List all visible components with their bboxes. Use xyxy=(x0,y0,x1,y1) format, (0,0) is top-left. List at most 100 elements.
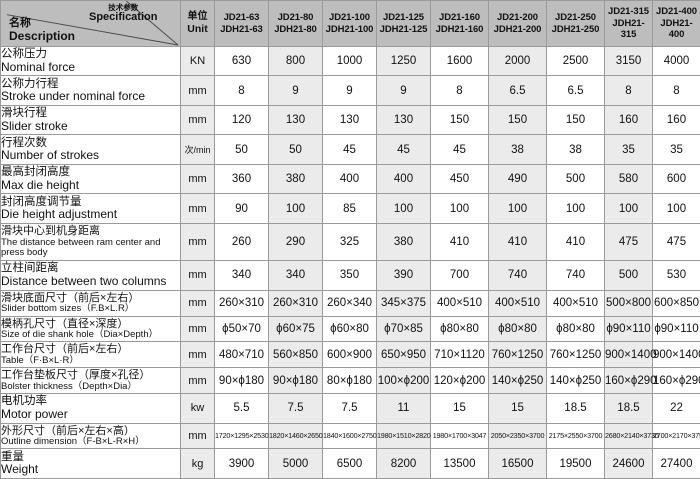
row-name-en: Size of die shank hole（Dia×Depth） xyxy=(1,328,159,340)
header-description-label: 名称 Description xyxy=(9,17,76,44)
row-name-en: Weight xyxy=(1,462,39,477)
row-name-cell: 行程次数 Number of strokes xyxy=(0,134,181,165)
row-value-cell: 50 xyxy=(214,134,269,165)
row-name-cell: 外形尺寸（前后×左右×高） Outline dimension（F-B×L-R×H… xyxy=(0,422,181,450)
row-value-cell: 480×710 xyxy=(214,341,269,369)
row-value-cell: 600×900 xyxy=(322,341,377,369)
row-value-cell: 3900 xyxy=(214,448,269,479)
row-value-cell: 380 xyxy=(268,163,323,195)
row-value-cell: 325 xyxy=(322,222,377,262)
row-unit-cell: mm xyxy=(180,104,215,136)
row-value-cell: ϕ80×80 xyxy=(488,315,547,343)
row-value-cell: 360 xyxy=(214,163,269,195)
row-name-cn: 模柄孔尺寸（直径×深度） xyxy=(1,317,129,330)
row-value-cell: 390 xyxy=(376,260,431,291)
row-value-cell: 5000 xyxy=(268,448,323,479)
row-unit-cell: 次/min xyxy=(180,134,215,165)
row-value-cell: 260 xyxy=(214,222,269,262)
row-value-cell: 150 xyxy=(546,104,605,136)
row-unit-cell: mm xyxy=(180,315,215,343)
table-row: 公称力行程 Stroke under nominal force mm 8 9 9 9 8 6.… xyxy=(0,75,700,106)
row-name-en: Max die height xyxy=(1,177,80,192)
row-value-cell: 45 xyxy=(322,134,377,165)
row-name-cell: 公称压力 Nominal force xyxy=(0,45,181,77)
header-model-6: JD21-250 JDH21-250 xyxy=(546,0,605,47)
row-value-cell: 160 xyxy=(652,104,700,136)
header-model-0: JD21-63 JDH21-63 xyxy=(214,0,269,47)
row-value-cell: 100 xyxy=(268,193,323,224)
row-name-cn: 公称力行程 xyxy=(1,77,59,90)
row-value-cell: 6500 xyxy=(322,448,377,479)
row-value-cell: 500 xyxy=(546,163,605,195)
row-value-cell: 2175×2550×3700 xyxy=(546,422,605,450)
row-value-cell: 650×950 xyxy=(376,341,431,369)
row-value-cell: 1980×1510×2820 xyxy=(376,422,431,450)
row-value-cell: 400 xyxy=(376,163,431,195)
row-value-cell: 475 xyxy=(652,222,700,262)
row-value-cell: 100 xyxy=(604,193,653,224)
row-value-cell: 345×375 xyxy=(376,289,431,317)
row-name-cn: 滑块底面尺寸（前后×左右） xyxy=(1,291,140,304)
row-unit-cell: kw xyxy=(180,393,215,424)
table-row: 外形尺寸（前后×左右×高） Outline dimension（F-B×L-R×H… xyxy=(0,422,700,450)
row-unit-cell: mm xyxy=(180,193,215,224)
row-value-cell: 410 xyxy=(430,222,489,262)
row-value-cell: 410 xyxy=(546,222,605,262)
row-value-cell: 530 xyxy=(652,260,700,291)
row-value-cell: 600×850 xyxy=(652,289,700,317)
row-name-cell: 封闭高度调节量 Die height adjustment xyxy=(0,193,181,224)
row-name-en: Number of strokes xyxy=(1,148,100,163)
row-value-cell: 400×510 xyxy=(488,289,547,317)
row-unit-cell: mm xyxy=(180,222,215,262)
row-value-cell: 740 xyxy=(546,260,605,291)
row-name-en: Nominal force xyxy=(1,59,76,74)
row-value-cell: 260×310 xyxy=(268,289,323,317)
row-value-cell: 290 xyxy=(268,222,323,262)
row-value-cell: 7.5 xyxy=(322,393,377,424)
row-value-cell: 22 xyxy=(652,393,700,424)
row-value-cell: 2700×2170×3750 xyxy=(652,422,700,450)
table-row: 工作台垫板尺寸（厚度×孔径） Bolster thickness（Depth×Di… xyxy=(0,367,700,395)
table-row: 行程次数 Number of strokes 次/min 50 50 45 45 45 38 38… xyxy=(0,134,700,165)
row-value-cell: 35 xyxy=(652,134,700,165)
row-value-cell: 24600 xyxy=(604,448,653,479)
row-value-cell: 150 xyxy=(488,104,547,136)
row-value-cell: 1980×1700×3047 xyxy=(430,422,489,450)
row-unit-cell: mm xyxy=(180,422,215,450)
row-name-en: The distance between ram center and pres… xyxy=(1,236,161,259)
row-unit-cell: mm xyxy=(180,341,215,369)
row-value-cell: ϕ50×70 xyxy=(214,315,269,343)
header-unit-cell: 单位 Unit xyxy=(180,0,215,47)
row-value-cell: 1000 xyxy=(322,45,377,77)
row-value-cell: 450 xyxy=(430,163,489,195)
row-value-cell: 900×1400 xyxy=(652,341,700,369)
row-value-cell: 700 xyxy=(430,260,489,291)
row-value-cell: 400 xyxy=(322,163,377,195)
row-value-cell: ϕ60×80 xyxy=(322,315,377,343)
row-value-cell: 120 xyxy=(214,104,269,136)
row-value-cell: 500 xyxy=(604,260,653,291)
row-value-cell: 38 xyxy=(488,134,547,165)
row-value-cell: 45 xyxy=(376,134,431,165)
row-value-cell: ϕ70×85 xyxy=(376,315,431,343)
row-value-cell: 710×1120 xyxy=(430,341,489,369)
row-name-cn: 工作台垫板尺寸（厚度×孔径） xyxy=(1,369,151,382)
row-value-cell: 130 xyxy=(268,104,323,136)
row-value-cell: 9 xyxy=(268,75,323,106)
row-name-cn: 最高封闭高度 xyxy=(1,166,70,179)
row-name-cell: 滑块行程 Slider stroke xyxy=(0,104,181,136)
table-row: 滑块底面尺寸（前后×左右） Slider bottom sizes（F.B×L.R… xyxy=(0,289,700,317)
row-value-cell: 9 xyxy=(322,75,377,106)
row-unit-cell: mm xyxy=(180,289,215,317)
row-unit-cell: mm xyxy=(180,163,215,195)
row-value-cell: 800 xyxy=(268,45,323,77)
table-row: 模柄孔尺寸（直径×深度） Size of die shank hole（Dia×D… xyxy=(0,315,700,343)
row-value-cell: 1600 xyxy=(430,45,489,77)
row-value-cell: 500×800 xyxy=(604,289,653,317)
row-name-cell: 立柱间距离 Distance between two columns xyxy=(0,260,181,291)
row-name-en: Stroke under nominal force xyxy=(1,89,146,104)
header-model-3: JD21-125 JDH21-125 xyxy=(376,0,431,47)
table-body: 公称压力 Nominal force KN 630 800 1000 1250 1600 200… xyxy=(0,45,700,479)
row-value-cell: 11 xyxy=(376,393,431,424)
